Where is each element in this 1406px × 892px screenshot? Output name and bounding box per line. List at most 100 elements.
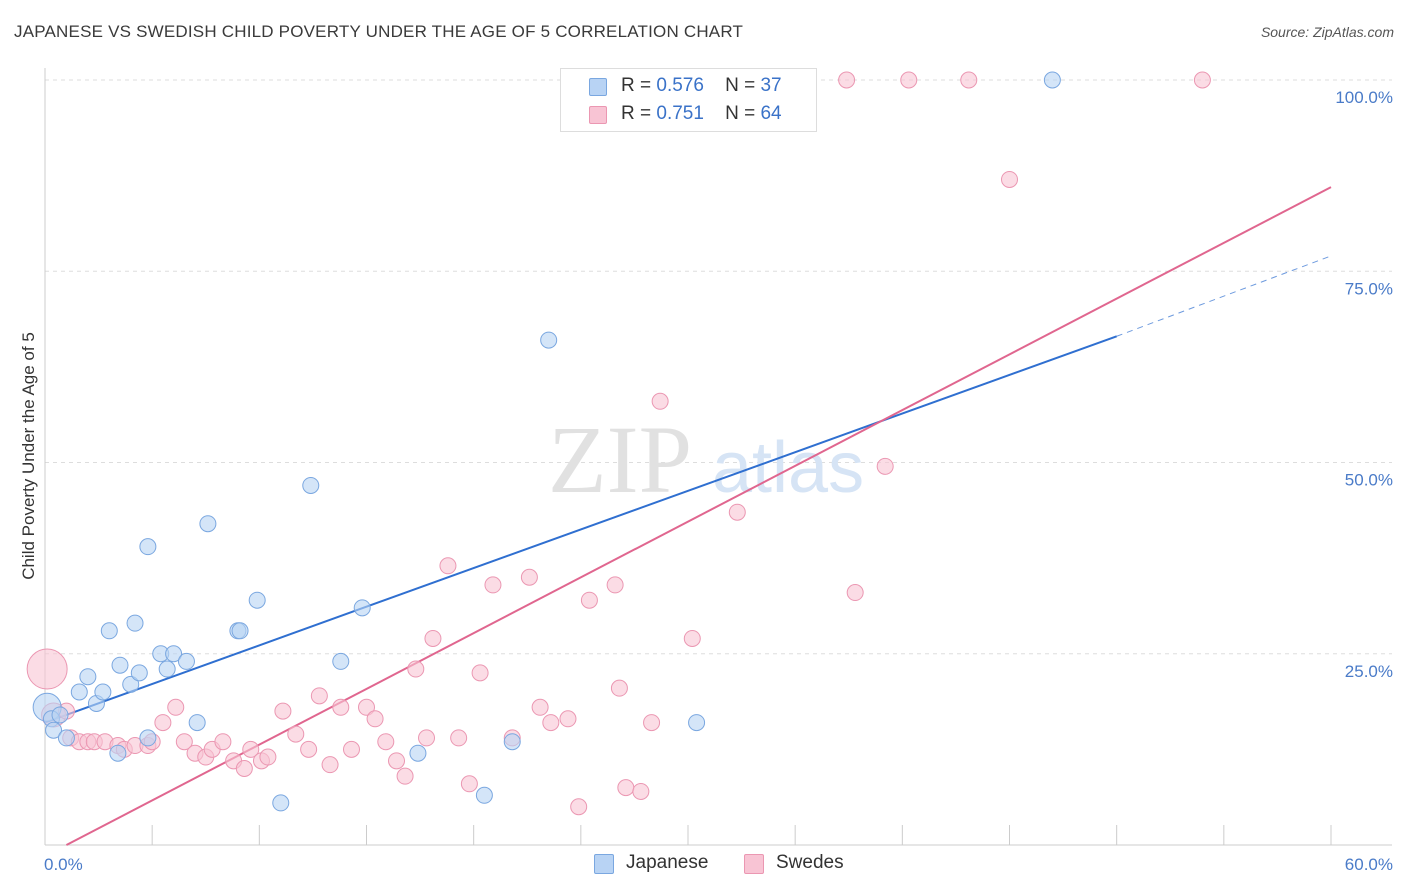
point-swedes [570,798,588,816]
point-swedes [1001,170,1018,188]
point-japanese [177,652,195,670]
point-swedes [559,710,577,728]
point-japanese [688,714,706,732]
point-japanese [199,515,217,533]
point-swedes [377,733,395,751]
point-japanese [248,591,266,609]
point-japanese [475,786,493,804]
point-swedes [342,740,360,758]
point-japanese [158,660,176,678]
point-swedes [606,576,624,594]
point-swedes [300,740,318,758]
grid-lines [45,79,1392,655]
point-japanese [1043,71,1061,89]
legend-n-label: N = [725,103,756,124]
watermark-zip: ZIP [548,406,692,513]
point-japanese [139,538,157,556]
point-japanese [100,622,118,640]
legend-text-japanese: R = 0.576 N = 37 [621,75,782,97]
y-tick-label: 25.0% [1345,662,1393,681]
point-swedes [396,767,414,785]
point-swedes [242,740,260,758]
point-swedes [450,729,468,747]
point-japanese [272,794,290,812]
legend-r-value-japanese: 0.576 [656,75,704,96]
source-label: Source: ZipAtlas.com [1260,24,1394,40]
point-japanese [231,622,249,640]
point-swedes [460,775,478,793]
x-tick-label: 60.0% [1345,855,1393,874]
trendline-swedes [65,186,1332,846]
point-swedes [274,702,292,720]
legend-swatch-japanese [589,78,607,96]
point-swedes [358,698,375,716]
point-japanese [94,683,112,701]
point-japanese [51,706,69,724]
y-tick-label: 75.0% [1345,279,1393,298]
point-swedes [287,725,305,743]
point-swedes [683,629,701,647]
point-swedes [643,714,661,732]
point-swedes [617,779,635,797]
legend-r-value-swedes: 0.751 [656,103,704,124]
point-swedes [846,584,864,602]
bottom-legend-label-swedes: Swedes [776,852,844,873]
point-swedes [439,557,457,575]
legend-r-label: R = [621,103,652,124]
point-japanese [45,721,63,739]
bottom-legend-swatch-swedes [744,854,764,874]
point-swedes [471,664,489,682]
point-swedes [542,714,560,732]
point-japanese [126,614,144,632]
point-swedes [632,782,650,800]
chart-title: JAPANESE VS SWEDISH CHILD POVERTY UNDER … [14,22,744,41]
point-japanese [353,599,371,617]
point-japanese [109,744,127,762]
point-swedes [520,568,538,586]
point-japanese [540,331,558,349]
point-swedes [651,392,669,410]
legend-row-swedes: R = 0.751 N = 64 [561,101,816,129]
point-swedes [235,760,253,777]
bottom-legend-label-japanese: Japanese [626,852,709,873]
point-swedes [310,687,328,705]
point-swedes [610,679,628,697]
y-tick-label: 100.0% [1335,88,1393,107]
legend: R = 0.576 N = 37 R = 0.751 N = 64 [560,68,817,132]
point-japanese [188,714,206,732]
point-swedes [424,629,442,647]
point-swedes [900,71,918,89]
point-swedes [154,714,172,732]
trend-lines [44,186,1332,846]
point-swedes [332,698,350,716]
point-japanese [122,675,140,693]
point-swedes [321,756,339,774]
point-swedes [531,698,549,716]
point-swedes [388,752,406,770]
y-axis-label: Child Poverty Under the Age of 5 [19,332,38,580]
point-swedes [728,503,746,521]
legend-swatch-swedes [589,106,607,124]
point-japanese [111,656,129,674]
point-swedes [167,698,185,716]
legend-row-japanese: R = 0.576 N = 37 [561,73,816,101]
x-tick-label: 0.0% [44,855,83,874]
point-japanese [503,733,521,751]
point-japanese [409,744,427,762]
point-swedes [175,733,193,751]
bottom-legend-swatch-japanese [594,854,614,874]
point-swedes [484,576,502,594]
point-japanese [79,668,97,686]
point-japanese [70,683,88,701]
point-swedes [407,660,425,678]
watermark: ZIP atlas [548,406,864,513]
point-japanese [165,645,183,663]
point-swedes [580,591,598,609]
legend-n-value-swedes: 64 [760,103,782,124]
axes [44,68,1392,846]
point-japanese [332,652,350,670]
point-swedes [26,648,68,690]
watermark-atlas: atlas [712,428,864,508]
point-japanese [130,664,148,682]
